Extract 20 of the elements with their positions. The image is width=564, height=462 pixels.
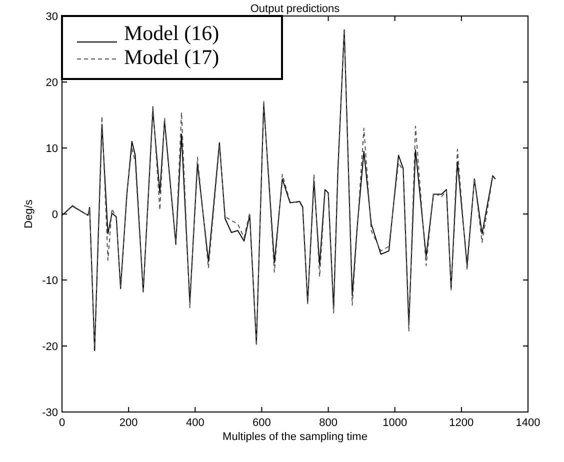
x-tick-label: 1000 — [382, 417, 408, 429]
x-tick-label: 800 — [319, 417, 338, 429]
chart-title: Output predictions — [250, 3, 340, 15]
y-tick-label: -10 — [42, 275, 58, 287]
x-tick-label: 0 — [58, 417, 66, 429]
x-tick-label: 200 — [119, 417, 138, 429]
y-tick-label: -30 — [42, 407, 58, 419]
y-axis-title: Deg/s — [23, 199, 35, 228]
y-tick-label: -20 — [42, 341, 58, 353]
x-axis-title: Multiples of the sampling time — [222, 431, 368, 443]
legend-label: Model (16) — [124, 21, 220, 45]
x-tick-label: 1200 — [449, 417, 474, 429]
y-tick-label: 30 — [46, 11, 58, 23]
y-tick-label: 10 — [46, 143, 58, 155]
y-tick-label: 20 — [46, 77, 58, 89]
legend-label: Model (17) — [124, 45, 220, 69]
y-tick-label: 0 — [52, 209, 58, 221]
x-tick-label: 400 — [186, 417, 204, 429]
x-tick-label: 1400 — [516, 417, 540, 429]
x-tick-label: 600 — [252, 417, 271, 429]
